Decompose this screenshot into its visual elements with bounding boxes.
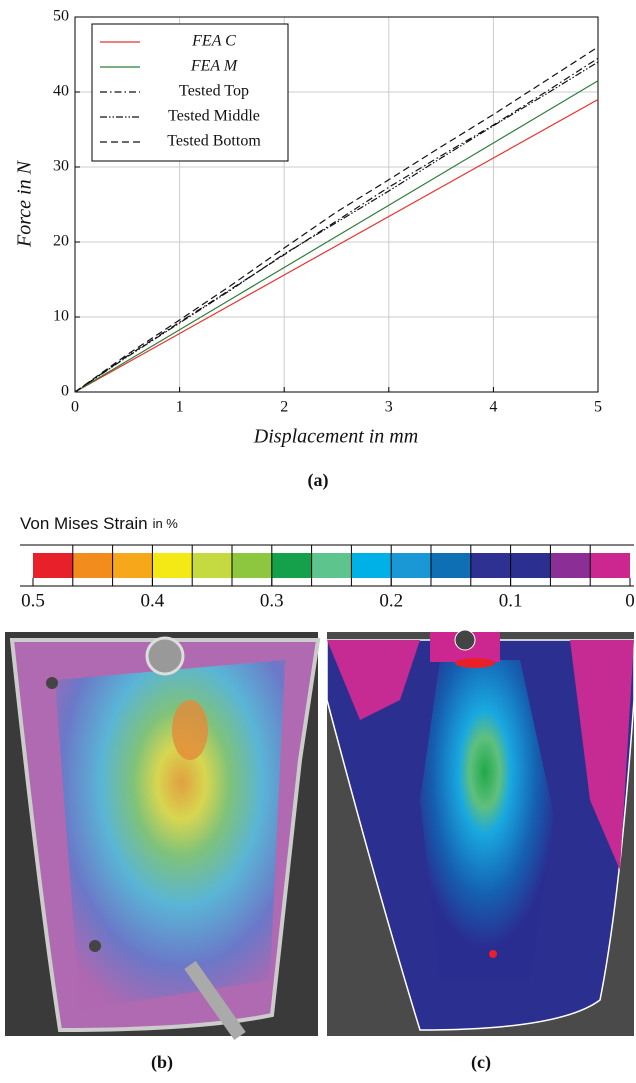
x-tick-label: 3 (385, 399, 393, 416)
indenter (184, 960, 246, 1041)
hot-spot (489, 950, 497, 958)
line-series (74, 57, 599, 393)
colorbar-swatch (72, 553, 113, 578)
plot-frame (74, 16, 599, 393)
legend-label: Tested Top (179, 83, 249, 100)
x-tick-label: 2 (280, 399, 288, 416)
line-series (74, 61, 599, 393)
colorbar-swatch (232, 553, 272, 578)
colorbar-swatch (470, 553, 511, 578)
legend-label: Tested Bottom (167, 133, 261, 150)
legend-label: FEA C (191, 33, 236, 50)
colorbar-title: Von Mises Strain in % (20, 514, 178, 533)
x-tick-label: 5 (594, 399, 602, 416)
line-series (74, 98, 599, 393)
fea-model (326, 629, 635, 1036)
y-axis-label: Force in N (14, 159, 36, 248)
region (327, 640, 420, 720)
colorbar-swatch (590, 553, 630, 578)
x-tick-label: 0 (71, 399, 79, 416)
strain-field (420, 660, 555, 980)
line-series (74, 80, 599, 393)
colorbar-title-main: Von Mises Strain (20, 514, 148, 533)
hot-spot (172, 700, 208, 760)
y-tick-label: 20 (53, 233, 69, 250)
colorbar-swatch (391, 553, 431, 578)
colorbar-swatch (192, 553, 232, 578)
x-axis-label: Displacement in mm (253, 426, 418, 448)
colorbar-tick-label: 0.4 (141, 590, 165, 611)
caption: (a) (308, 470, 329, 491)
colorbar-tick-label: 0.1 (499, 590, 523, 611)
colorbar-tick-label: 0.3 (260, 590, 284, 611)
colorbar-tick-label: 0.2 (379, 590, 403, 611)
colorbar-swatch (311, 553, 352, 578)
y-tick-label: 40 (53, 83, 69, 100)
x-tick-label: 4 (489, 399, 497, 416)
colorbar-swatch (510, 553, 551, 578)
colorbar-swatch (152, 553, 193, 578)
legend-label: Tested Middle (168, 108, 260, 125)
y-tick-label: 50 (53, 8, 69, 25)
strain-field (55, 660, 285, 1010)
colorbar-tick-label: 0 (625, 590, 635, 611)
region (570, 640, 634, 870)
colorbar-tick-label: 0.5 (21, 590, 45, 611)
hole (46, 677, 58, 689)
hot-spot (455, 658, 495, 668)
caption: (b) (151, 1052, 173, 1073)
colorbar-swatch (431, 553, 471, 578)
colorbar-swatch (271, 553, 312, 578)
colorbar-swatch (550, 553, 591, 578)
y-tick-label: 30 (53, 158, 69, 175)
colorbar: 0.5 0.4 0.3 0.2 0.1 0 (20, 544, 635, 611)
caption: (c) (471, 1052, 491, 1073)
colorbar-swatch (33, 553, 73, 578)
colorbar-swatch (351, 553, 392, 578)
colorbar-unit: in % (153, 516, 179, 531)
y-tick-label: 0 (61, 383, 69, 400)
legend: FEA C FEA M Tested Top Tested Middle Tested … (91, 23, 289, 162)
line-series (74, 46, 599, 393)
y-tick-label: 10 (53, 308, 69, 325)
line-chart: 0 10 20 30 40 50 0 1 2 3 4 5 FEA C FEA M Tested Top Tes… (53, 8, 602, 416)
hole (145, 636, 185, 676)
x-tick-label: 1 (176, 399, 184, 416)
legend-label: FEA M (190, 58, 239, 75)
photo-dic (5, 632, 321, 1041)
colorbar-swatch (112, 553, 153, 578)
hole (454, 629, 476, 651)
hole (89, 940, 101, 952)
